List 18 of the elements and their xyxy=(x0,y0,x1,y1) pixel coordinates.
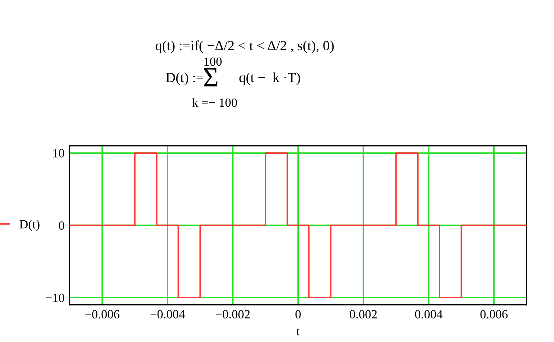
text: Σ xyxy=(204,68,218,87)
text: q(t − k ·T) xyxy=(240,72,300,86)
x-tick-label: 0.004 xyxy=(415,310,443,319)
x-tick-label: 0 xyxy=(296,310,301,319)
x-axis-title: t xyxy=(296,328,300,336)
y-tick-label: 10 xyxy=(54,149,64,158)
text: k =− 100 xyxy=(192,98,238,108)
x-tick-label: −0.004 xyxy=(150,310,186,319)
x-tick-label: 0.002 xyxy=(350,310,377,319)
legend-label: D(t) xyxy=(20,220,40,232)
text: D(t) := xyxy=(166,72,204,86)
y-tick-label: 0 xyxy=(59,222,64,230)
x-tick-label: −0.002 xyxy=(216,310,250,319)
x-tick-label: −0.006 xyxy=(85,310,120,319)
text: 100 xyxy=(204,58,222,66)
x-tick-label: 0.006 xyxy=(480,310,508,319)
y-tick-label: −10 xyxy=(46,294,64,302)
text: q(t) :=if( −Δ/2 < t < Δ/2 , s(t), 0) xyxy=(156,40,334,54)
